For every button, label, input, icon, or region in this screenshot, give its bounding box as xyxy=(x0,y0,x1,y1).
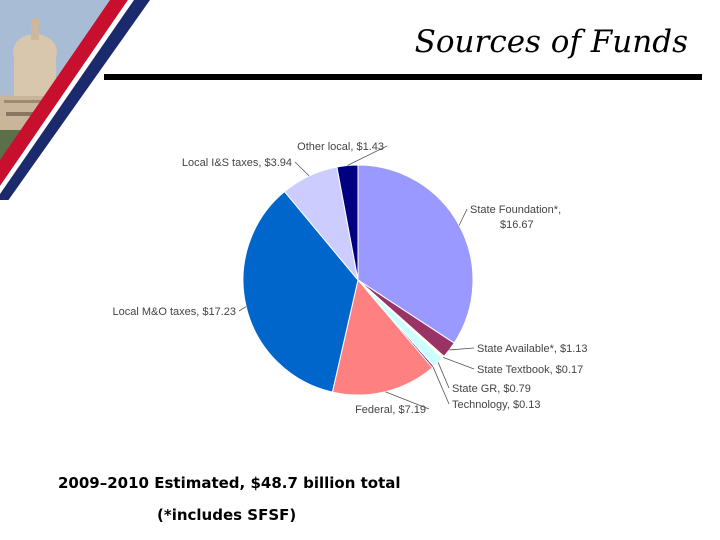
pie-slice-federal-7-19 xyxy=(331,278,434,396)
capitol-columns xyxy=(4,100,66,103)
slice-label-state-textbook-0-17: State Textbook, $0.17 xyxy=(477,364,583,376)
slice-label-other-local-1-43: Other local, $1.43 xyxy=(297,141,384,153)
leader-line-state-gr-0-79 xyxy=(437,362,450,389)
slice-label-local-i-s-taxes-3-94: Local I&S taxes, $3.94 xyxy=(182,157,292,169)
leader-line-state-textbook-0-17 xyxy=(442,356,475,370)
leader-line-federal-7-19 xyxy=(385,391,430,410)
leader-line-local-m-o-taxes-17-23 xyxy=(238,306,247,312)
flag-stripe-blue xyxy=(0,0,150,200)
leader-line-other-local-1-43 xyxy=(347,145,388,166)
leader-line-state-available-1-13 xyxy=(449,347,475,351)
leader-line-technology-0-13 xyxy=(432,366,450,405)
leader-line-state-foundation-16-67 xyxy=(458,208,468,226)
pie-slice-local-m-o-taxes-17-23 xyxy=(242,190,359,393)
chart-footnote: (*includes SFSF) xyxy=(157,506,297,524)
capitol-lantern xyxy=(31,18,39,40)
slice-label-federal-7-19: Federal, $7.19 xyxy=(355,404,426,416)
chart-caption: 2009–2010 Estimated, $48.7 billion total xyxy=(58,474,401,492)
slide-title: Sources of Funds xyxy=(414,24,688,60)
pie-leader-lines xyxy=(238,145,475,410)
capitol-dome xyxy=(13,34,57,70)
slice-label-local-m-o-taxes-17-23: Local M&O taxes, $17.23 xyxy=(112,306,236,318)
slice-label-state-available-1-13: State Available*, $1.13 xyxy=(477,343,588,355)
capitol-flag-graphic xyxy=(0,0,150,200)
slice-label-state-gr-0-79: State GR, $0.79 xyxy=(452,383,531,395)
pie-slice-labels: State Foundation*, $16.67 State Available*… xyxy=(112,141,587,416)
slice-label-technology-0-13: Technology, $0.13 xyxy=(452,399,540,411)
title-underline xyxy=(104,74,702,80)
leader-line-local-i-s-taxes-3-94 xyxy=(294,161,310,177)
slice-label-state-foundation-16-67: State Foundation*, $16.67 xyxy=(470,204,561,231)
pie-slices xyxy=(242,164,474,396)
